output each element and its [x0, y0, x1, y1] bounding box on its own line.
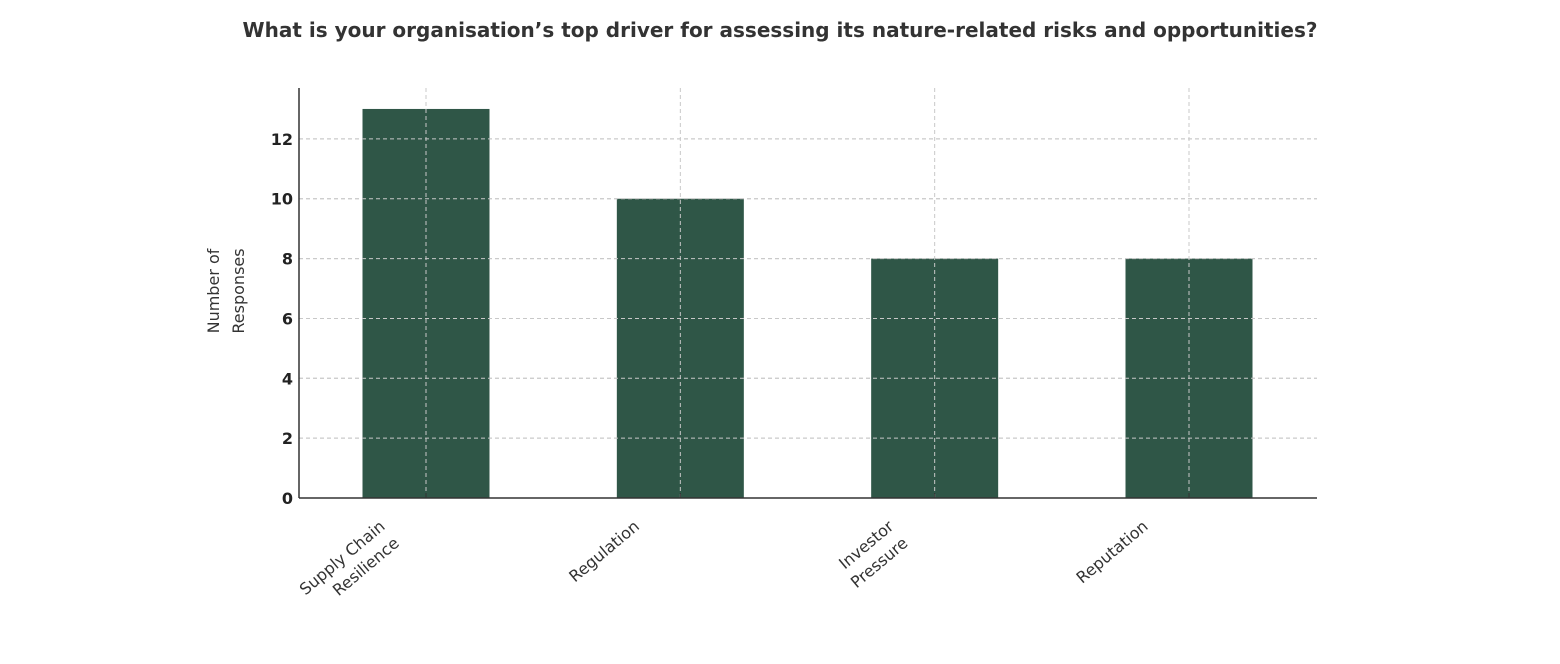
y-tick-label: 2 [282, 429, 293, 448]
y-axis-label: Number of Responses [204, 248, 248, 333]
bars [362, 108, 1253, 498]
y-tick-label: 8 [282, 250, 293, 269]
y-tick-label: 10 [271, 190, 293, 209]
x-tick-label: Reputation [1073, 517, 1152, 588]
y-tick-label: 12 [271, 130, 293, 149]
y-tick-label: 4 [282, 369, 293, 388]
axes [298, 88, 1317, 499]
y-axis-title: Number of Responses [204, 248, 248, 333]
chart-title: What is your organisation’s top driver f… [243, 18, 1318, 42]
x-tick-label: Supply ChainResilience [296, 517, 403, 616]
y-tick-labels: 0 2 4 6 8 10 12 [271, 130, 293, 508]
y-tick-label: 0 [282, 489, 293, 508]
x-tick-labels: Supply ChainResilience Regulation Investor… [296, 516, 1152, 616]
x-tick-label: InvestorPressure [833, 516, 912, 592]
y-tick-label: 6 [282, 309, 293, 328]
x-tick-label: Regulation [565, 517, 643, 586]
